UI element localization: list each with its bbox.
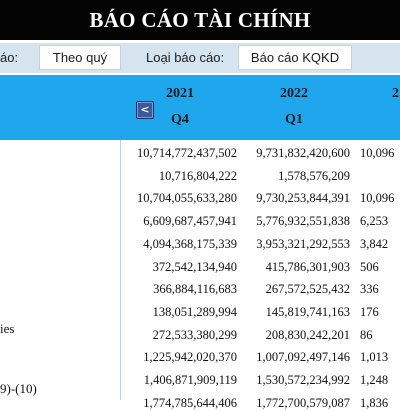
report-type-select[interactable]: Báo cáo KQKD [238, 45, 352, 70]
table-cell: 1,774,785,644,406 [143, 395, 237, 410]
table-cell: 10,716,804,222 [158, 168, 237, 183]
filter-bar: áo: Theo quý Loại báo cáo: Báo cáo KQKD [0, 40, 400, 75]
table-cell: 272,533,380,299 [152, 327, 237, 342]
table-cell: 9,731,832,420,600 [256, 146, 350, 160]
table-cell: 336 [360, 282, 379, 297]
table-cell: 1,406,871,909,119 [143, 373, 237, 387]
table-cell: 4,094,368,175,339 [143, 236, 237, 251]
table-cell: 1,772,700,579,087 [256, 395, 350, 410]
table-cell: 145,819,741,163 [265, 304, 350, 319]
column-quarter: Q1 [285, 112, 303, 127]
table-cell: 3,953,321,292,553 [256, 236, 350, 251]
table-cell: 1,248 [360, 373, 389, 387]
table-cell: 6,253 [360, 214, 389, 229]
page-title: BÁO CÁO TÀI CHÍNH [0, 0, 400, 40]
column-year: 2021 [166, 86, 194, 101]
table-cell: 366,884,116,683 [153, 282, 237, 297]
row-label: ies [0, 321, 15, 336]
report-type-label: Loại báo cáo: [146, 50, 225, 65]
column-header-band [0, 75, 400, 140]
table-cell: 5,776,932,551,838 [256, 214, 350, 229]
table-cell: 10,096 [360, 191, 395, 206]
table-cell: 267,572,525,432 [265, 282, 350, 297]
table-cell: 10,704,055,633,280 [137, 191, 237, 206]
table-cell: 208,830,242,201 [265, 327, 350, 342]
table-cell: 86 [360, 327, 373, 342]
column-divider [120, 140, 121, 400]
table-cell: 1,530,572,234,992 [256, 373, 350, 387]
table-cell: 1,013 [360, 350, 389, 365]
column-year: 2 [392, 86, 399, 101]
table-cell: 10,714,772,437,502 [137, 146, 237, 160]
table-cell: 1,225,942,020,370 [143, 350, 237, 365]
previous-period-button[interactable]: < [136, 101, 154, 119]
table-cell: 9,730,253,844,391 [256, 191, 350, 206]
table-cell: 6,609,687,457,941 [143, 214, 237, 229]
table-cell: 372,542,134,940 [152, 259, 237, 274]
table-cell: 1,578,576,209 [278, 168, 350, 183]
column-quarter: Q4 [171, 112, 189, 127]
table-cell: 1,007,092,497,146 [256, 350, 350, 365]
column-year: 2022 [280, 86, 308, 101]
row-label: 9)-(10) [0, 381, 37, 396]
table-cell: 415,786,301,903 [265, 259, 350, 274]
table-cell: 506 [360, 259, 379, 274]
page-title-text: BÁO CÁO TÀI CHÍNH [89, 7, 311, 32]
row-label-pane [0, 140, 120, 400]
table-cell: 138,051,289,994 [152, 304, 237, 319]
table-cell: 176 [360, 304, 379, 319]
period-label: áo: [0, 50, 19, 65]
table-cell: 1,836 [360, 395, 389, 410]
table-cell: 3,842 [360, 236, 389, 251]
period-select[interactable]: Theo quý [39, 45, 121, 70]
table-cell: 10,096 [360, 146, 395, 160]
